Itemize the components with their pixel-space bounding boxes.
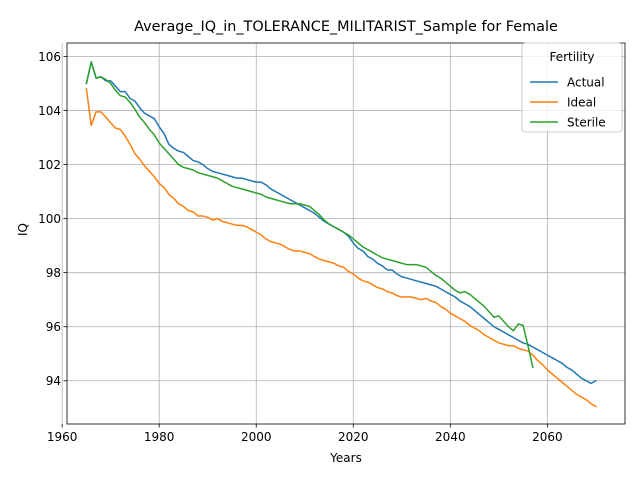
x-tick-label: 1960	[47, 430, 78, 444]
y-axis-label: IQ	[16, 223, 30, 236]
grid	[61, 43, 625, 424]
y-tick-label: 106	[38, 50, 61, 64]
legend-label-sterile: Sterile	[567, 115, 606, 129]
series-line-ideal	[85, 88, 597, 408]
legend-entries: Actual Ideal Sterile	[530, 75, 606, 129]
y-tick-label: 100	[38, 212, 61, 226]
chart-title: Average_IQ_in_TOLERANCE_MILITARIST_Sampl…	[134, 19, 558, 35]
legend: Fertility Actual Ideal Sterile	[521, 42, 623, 133]
y-tick-label: 94	[46, 374, 61, 388]
series-lines	[85, 61, 597, 408]
x-axis-label: Years	[329, 451, 362, 465]
y-tick-label: 102	[38, 158, 61, 172]
plot-frame	[66, 42, 626, 425]
y-tick-label: 98	[46, 266, 61, 280]
x-tick-label: 2000	[241, 430, 272, 444]
x-tick-label: 2020	[338, 430, 369, 444]
legend-box	[521, 42, 623, 133]
series-line-sterile	[85, 61, 534, 369]
y-tick-label: 96	[46, 320, 61, 334]
x-tick-label: 2060	[532, 430, 563, 444]
axes: 1960 1980 2000 2020 2040 2060 94 96 98 100 102 104 1…	[38, 50, 563, 444]
legend-label-ideal: Ideal	[567, 95, 596, 109]
legend-title: Fertility	[549, 50, 594, 64]
x-tick-label: 2040	[435, 430, 466, 444]
y-tick-label: 104	[38, 104, 61, 118]
legend-label-actual: Actual	[567, 75, 605, 89]
x-tick-label: 1980	[144, 430, 175, 444]
